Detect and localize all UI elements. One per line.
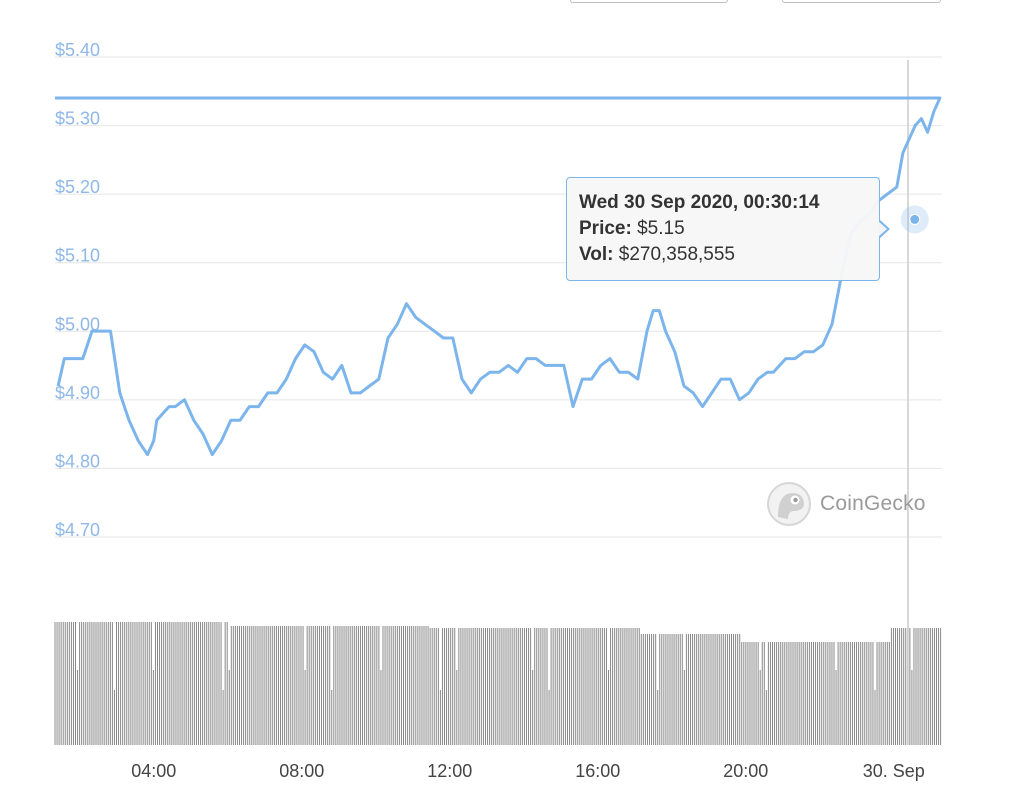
y-tick-label: $4.70 <box>55 520 100 540</box>
price-line <box>55 96 942 457</box>
volume-bars <box>54 622 942 745</box>
tooltip-vol-label: Vol: <box>579 244 614 265</box>
y-tick-label: $4.80 <box>55 451 100 471</box>
y-tick-label: $5.00 <box>55 314 100 334</box>
x-tick-label: 30. Sep <box>863 761 925 781</box>
x-tick-label: 16:00 <box>575 761 620 781</box>
tooltip-arrow-fill <box>878 221 887 237</box>
tooltip-vol-value: $270,358,555 <box>618 244 735 265</box>
y-tick-label: $5.30 <box>55 109 100 129</box>
tooltip-price-value: $5.15 <box>637 218 685 239</box>
coingecko-watermark: CoinGecko <box>766 481 926 527</box>
gecko-logo-icon <box>767 482 811 526</box>
range-button-left[interactable] <box>570 0 728 3</box>
tooltip-title: Wed 30 Sep 2020, 00:30:14 <box>579 192 820 213</box>
chart-grid <box>55 56 942 538</box>
y-tick-label: $5.20 <box>55 177 100 197</box>
x-axis-ticks: 04:00 08:00 12:00 16:00 20:00 30. Sep <box>131 761 925 781</box>
x-tick-label: 12:00 <box>427 761 472 781</box>
x-tick-label: 08:00 <box>279 761 324 781</box>
x-tick-label: 20:00 <box>723 761 768 781</box>
hover-point <box>909 213 921 225</box>
x-tick-label: 04:00 <box>131 761 176 781</box>
y-axis-ticks: $5.40 $5.30 $5.20 $5.10 $5.00 $4.90 $4.80 $4.70 <box>55 40 100 540</box>
tooltip-price-label: Price: <box>579 218 632 239</box>
watermark-text: CoinGecko <box>820 492 926 515</box>
tooltip-vol-row: Vol: $270,358,555 <box>579 242 867 268</box>
y-tick-label: $4.90 <box>55 383 100 403</box>
y-tick-label: $5.40 <box>55 40 100 60</box>
range-button-right[interactable] <box>782 0 941 3</box>
chart-tooltip: Wed 30 Sep 2020, 00:30:14 Price: $5.15 V… <box>566 177 880 281</box>
tooltip-price-row: Price: $5.15 <box>579 216 867 242</box>
y-tick-label: $5.10 <box>55 246 100 266</box>
